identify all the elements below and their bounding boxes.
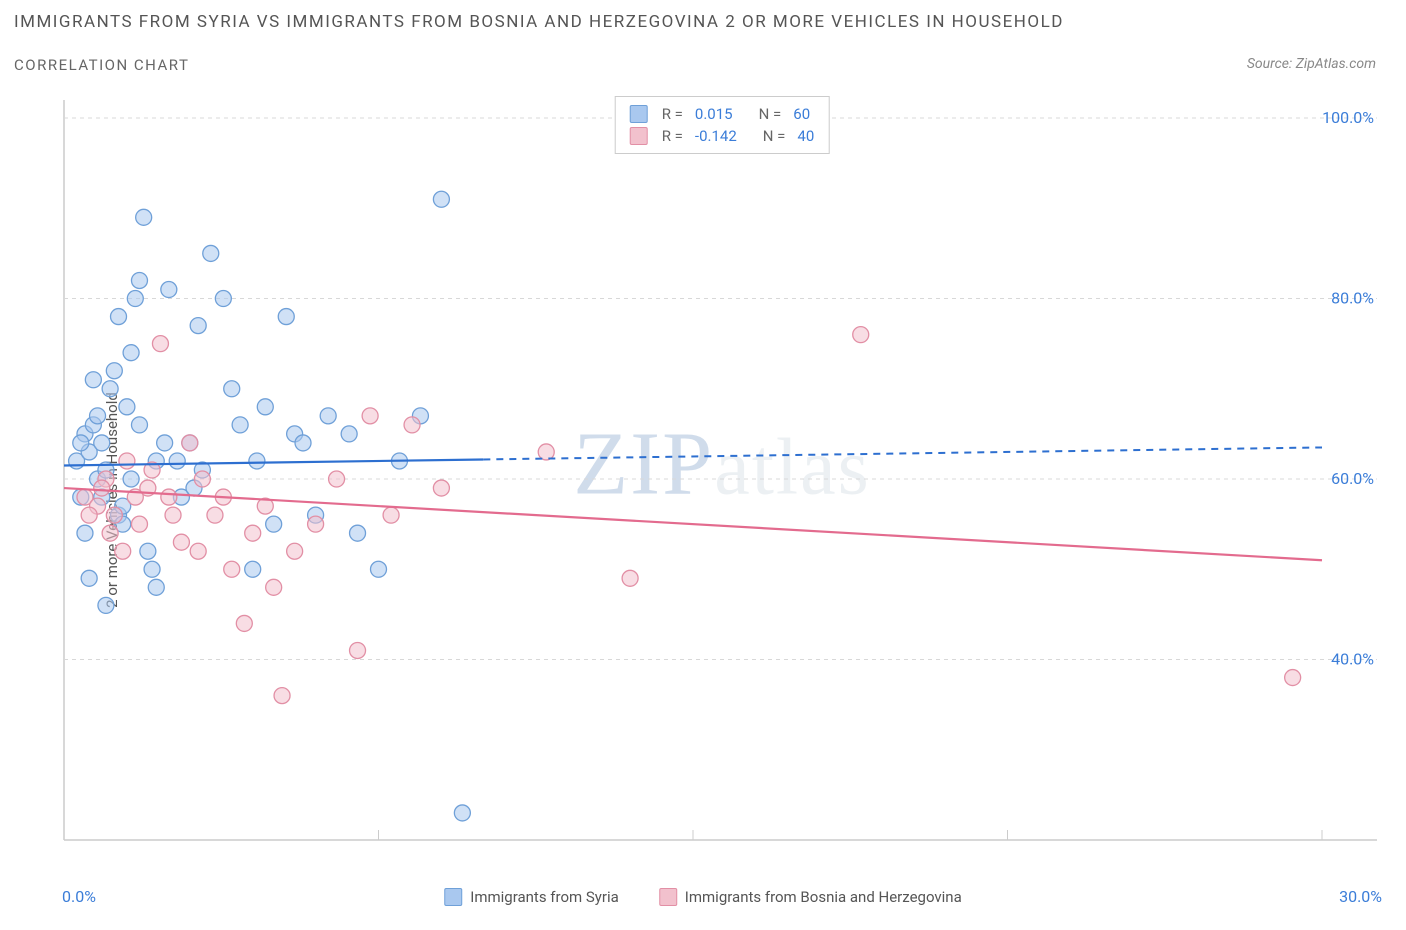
source-attribution: Source: ZipAtlas.com bbox=[1247, 56, 1376, 72]
chart-title: IMMIGRANTS FROM SYRIA VS IMMIGRANTS FROM… bbox=[14, 12, 1064, 32]
legend-item-syria: Immigrants from Syria bbox=[444, 888, 619, 906]
svg-text:80.0%: 80.0% bbox=[1331, 289, 1374, 308]
stats-row-syria: R = 0.015 N = 60 bbox=[630, 103, 815, 125]
legend-swatch-syria bbox=[444, 888, 462, 906]
n-value-bosnia: 40 bbox=[797, 125, 814, 147]
r-value-syria: 0.015 bbox=[695, 103, 733, 125]
scatter-chart-svg: 40.0% 60.0% 80.0% 100.0% bbox=[62, 90, 1382, 870]
svg-text:60.0%: 60.0% bbox=[1331, 469, 1374, 488]
x-tick-max: 30.0% bbox=[1339, 887, 1382, 906]
plot-area: ZIPatlas 40.0%60.0%80.0%100.0% R = 0.015… bbox=[62, 90, 1382, 870]
legend-label-bosnia: Immigrants from Bosnia and Herzegovina bbox=[685, 888, 962, 906]
chart-subtitle: CORRELATION CHART bbox=[14, 56, 189, 74]
r-value-bosnia: -0.142 bbox=[695, 125, 737, 147]
swatch-bosnia bbox=[630, 127, 648, 145]
x-tick-min: 0.0% bbox=[62, 887, 96, 906]
stats-row-bosnia: R = -0.142 N = 40 bbox=[630, 125, 815, 147]
swatch-syria bbox=[630, 105, 648, 123]
svg-text:40.0%: 40.0% bbox=[1331, 650, 1374, 669]
legend-label-syria: Immigrants from Syria bbox=[470, 888, 619, 906]
chart-container: 2 or more Vehicles in Household ZIPatlas… bbox=[14, 90, 1392, 910]
n-value-syria: 60 bbox=[793, 103, 810, 125]
series-legend: Immigrants from Syria Immigrants from Bo… bbox=[444, 888, 962, 906]
stats-legend: R = 0.015 N = 60 R = -0.142 N = 40 bbox=[615, 96, 830, 154]
legend-item-bosnia: Immigrants from Bosnia and Herzegovina bbox=[659, 888, 962, 906]
svg-text:100.0%: 100.0% bbox=[1322, 108, 1374, 127]
legend-swatch-bosnia bbox=[659, 888, 677, 906]
